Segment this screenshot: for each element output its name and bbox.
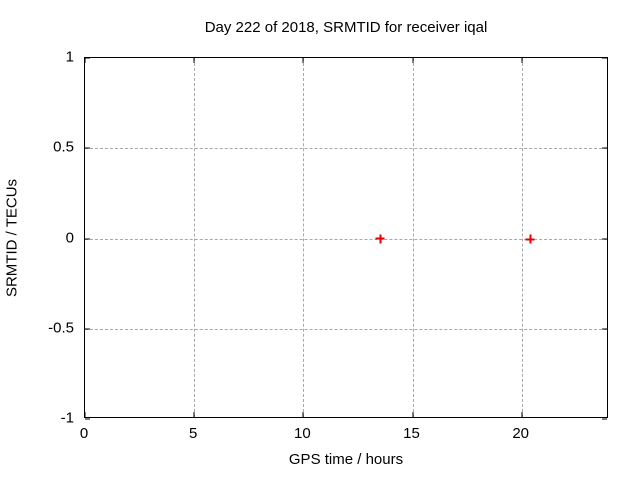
x-tick-mark <box>412 412 413 417</box>
marker-bar <box>529 234 532 244</box>
x-tick-label: 10 <box>293 425 311 442</box>
y-gridline <box>85 238 607 240</box>
y-tick-mark <box>85 57 90 59</box>
x-tick-mark <box>193 58 195 63</box>
x-tick-mark <box>521 412 523 417</box>
x-axis-label: GPS time / hours <box>288 451 404 468</box>
x-tick-label: 20 <box>512 425 529 442</box>
x-gridline <box>194 58 196 417</box>
x-tick-mark <box>412 58 413 63</box>
y-tick-mark <box>602 147 607 149</box>
y-tick-label: -0.5 <box>48 319 74 337</box>
x-tick-mark <box>521 58 523 63</box>
x-gridline <box>521 58 523 417</box>
data-point-marker <box>375 234 385 243</box>
marker-bar <box>379 234 382 243</box>
x-tick-mark <box>193 412 195 417</box>
y-tick-mark <box>85 328 90 330</box>
x-tick-mark <box>84 412 86 417</box>
y-tick-label: 0.5 <box>53 138 74 156</box>
y-tick-label: 0 <box>65 229 74 246</box>
x-tick-mark <box>84 58 86 63</box>
x-tick-mark <box>302 58 304 63</box>
chart-title: Day 222 of 2018, SRMTID for receiver iqa… <box>204 19 488 36</box>
y-tick-mark <box>85 147 90 149</box>
y-tick-label: 1 <box>65 48 74 66</box>
x-tick-label: 0 <box>79 425 89 442</box>
x-tick-mark <box>302 412 304 417</box>
y-gridline <box>85 328 607 330</box>
x-tick-label: 5 <box>188 425 198 442</box>
x-tick-label: 15 <box>403 425 420 442</box>
data-point-marker <box>525 234 535 244</box>
y-tick-mark <box>602 57 607 59</box>
y-tick-mark <box>85 418 90 420</box>
y-tick-mark <box>85 238 90 239</box>
plot-area <box>84 57 608 420</box>
y-gridline <box>85 148 607 150</box>
y-tick-mark <box>602 418 607 420</box>
y-tick-mark <box>602 328 607 330</box>
x-gridline <box>412 58 414 417</box>
y-tick-label: -1 <box>60 409 74 427</box>
x-gridline <box>303 58 305 417</box>
y-tick-mark <box>602 238 607 239</box>
